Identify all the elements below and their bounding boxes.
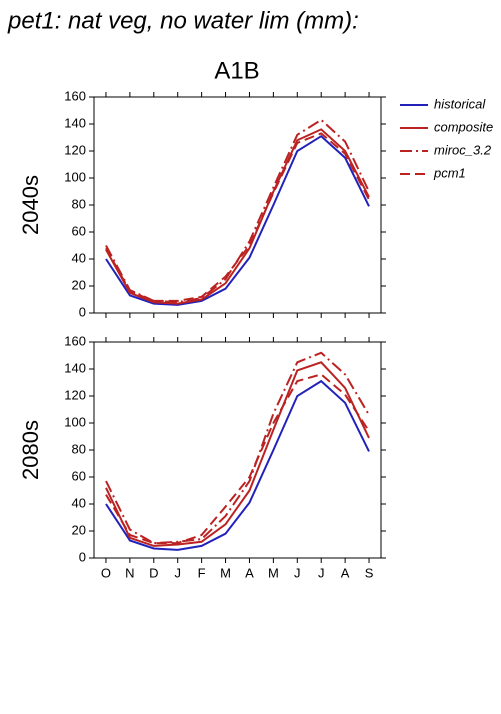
legend-label: miroc_3.2 [434, 142, 492, 157]
x-tick-label: N [125, 565, 134, 580]
y-tick-label: 0 [79, 549, 86, 564]
chart-subtitle: A1B [214, 57, 259, 84]
y-axis-label: 2080s [18, 420, 43, 480]
y-tick-label: 40 [72, 495, 86, 510]
y-tick-label: 40 [72, 250, 86, 265]
y-tick-label: 120 [64, 387, 86, 402]
y-tick-label: 60 [72, 223, 86, 238]
x-tick-label: M [220, 565, 231, 580]
y-tick-label: 120 [64, 142, 86, 157]
y-tick-label: 80 [72, 196, 86, 211]
y-tick-label: 20 [72, 277, 86, 292]
y-tick-label: 100 [64, 169, 86, 184]
y-tick-label: 20 [72, 522, 86, 537]
series-line [105, 379, 370, 551]
chart-title: pet1: nat veg, no water lim (mm): [7, 7, 359, 34]
x-tick-label: D [149, 565, 158, 580]
x-tick-label: A [245, 565, 254, 580]
y-tick-label: 160 [64, 88, 86, 103]
x-tick-label: F [198, 565, 206, 580]
legend-label: composite [434, 119, 493, 134]
series-line [105, 128, 370, 305]
x-tick-label: O [101, 565, 111, 580]
plot-frame [93, 341, 382, 559]
y-tick-label: 140 [64, 115, 86, 130]
x-tick-label: J [294, 565, 301, 580]
x-tick-label: S [365, 565, 374, 580]
x-tick-label: M [268, 565, 279, 580]
x-tick-label: A [341, 565, 350, 580]
series-line [105, 134, 370, 306]
legend-label: historical [434, 96, 486, 111]
x-tick-label: J [174, 565, 181, 580]
y-tick-label: 0 [79, 304, 86, 319]
y-tick-label: 160 [64, 333, 86, 348]
x-tick-label: J [318, 565, 325, 580]
series-line [105, 373, 370, 545]
y-tick-label: 60 [72, 468, 86, 483]
legend-label: pcm1 [433, 165, 466, 180]
y-tick-label: 80 [72, 441, 86, 456]
y-axis-label: 2040s [18, 175, 43, 235]
plot-frame [93, 96, 382, 314]
series-line [105, 118, 370, 304]
series-line [105, 132, 370, 302]
series-line [105, 361, 370, 547]
y-tick-label: 100 [64, 414, 86, 429]
y-tick-label: 140 [64, 360, 86, 375]
